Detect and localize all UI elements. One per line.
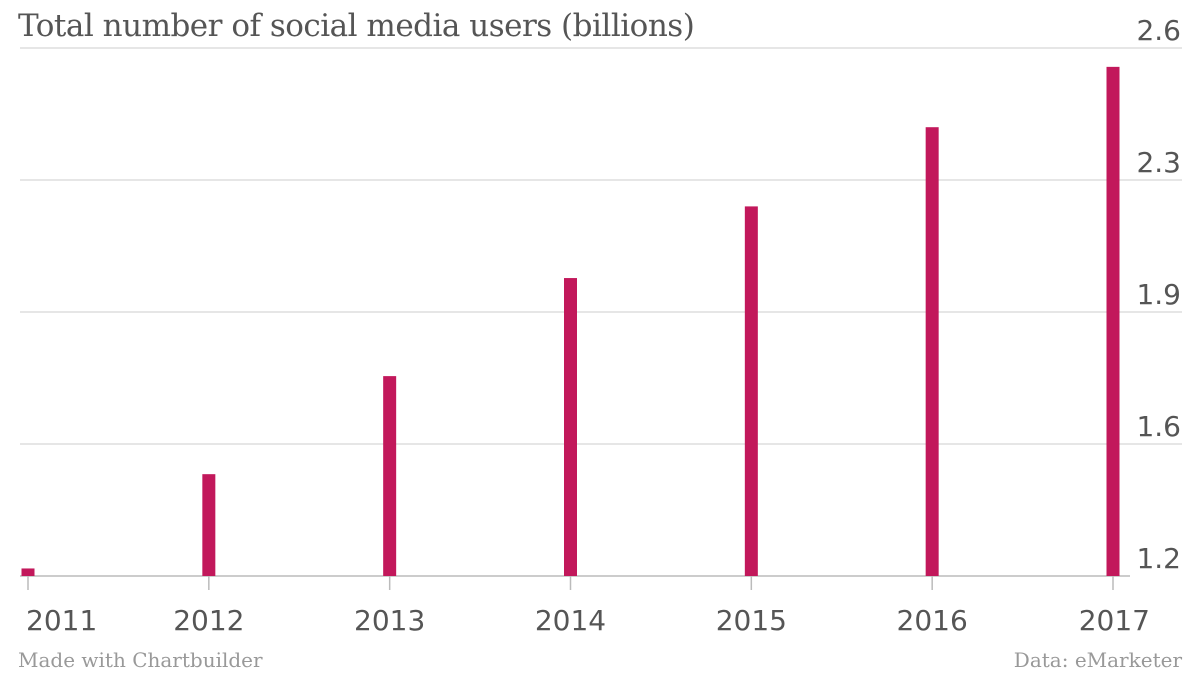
y-tick-label: 1.9 [1136, 278, 1181, 311]
x-tick-label: 2015 [716, 604, 787, 637]
y-tick-label: 1.2 [1136, 542, 1181, 575]
bars [21, 66, 1120, 576]
x-tick-label: 2014 [535, 604, 606, 637]
bar [383, 376, 397, 576]
y-tick-label: 2.6 [1136, 14, 1181, 47]
bar [21, 568, 35, 576]
y-axis-tick-labels: 1.2 1.6 1.9 2.3 2.6 [1136, 14, 1181, 575]
y-tick-label: 2.3 [1136, 146, 1181, 179]
x-tick-label: 2017 [1079, 604, 1150, 637]
chart-title: Total number of social media users (bill… [18, 8, 695, 44]
x-tick-label: 2012 [173, 604, 244, 637]
bar [744, 206, 758, 576]
bar [925, 127, 939, 576]
gridlines [20, 47, 1182, 577]
x-tick-label: 2016 [897, 604, 968, 637]
bar [202, 474, 216, 576]
data-source: Data: eMarketer [1013, 648, 1182, 672]
bar [564, 278, 577, 576]
y-tick-label: 1.6 [1136, 410, 1181, 443]
x-axis-tick-labels: 2011 2012 2013 2014 2015 2016 2017 [26, 576, 1150, 637]
x-tick-label: 2013 [354, 604, 425, 637]
chart-credit: Made with Chartbuilder [18, 648, 263, 672]
x-tick-label: 2011 [26, 604, 97, 637]
bar [1106, 66, 1120, 576]
